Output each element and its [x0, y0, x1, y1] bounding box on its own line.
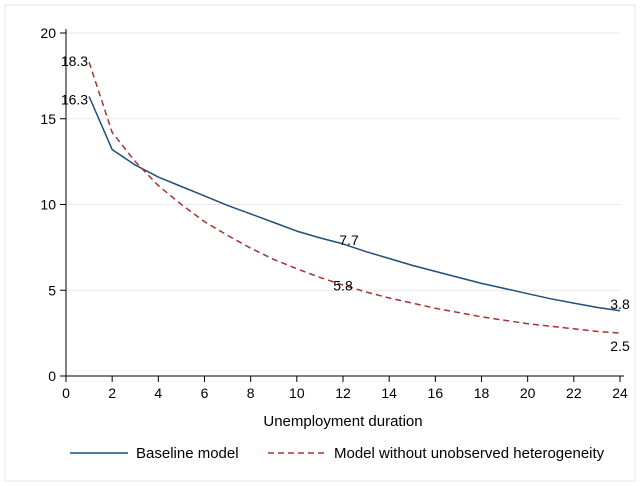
y-tick-label: 10 [40, 197, 56, 213]
series-line-1 [88, 96, 621, 312]
x-tick-label: 14 [381, 385, 397, 401]
x-tick-label: 4 [154, 385, 162, 401]
outer-frame [4, 4, 636, 482]
y-tick-label: 5 [48, 282, 56, 298]
legend: Baseline model Model without unobserved h… [70, 445, 605, 462]
x-tick-label: 6 [201, 385, 209, 401]
data-labels: 18.3 16.3 7.7 5.8 3.8 2.5 [61, 53, 630, 354]
series-group [88, 61, 621, 334]
x-tick-label: 12 [335, 385, 351, 401]
data-label: 7.7 [339, 232, 359, 248]
x-tick-label: 22 [566, 385, 582, 401]
x-tick-label: 16 [428, 385, 444, 401]
x-tick-label: 24 [612, 385, 628, 401]
y-tick-label: 0 [48, 368, 56, 384]
data-label: 2.5 [610, 338, 630, 354]
data-label: 5.8 [333, 278, 353, 294]
x-tick-label: 0 [62, 385, 70, 401]
data-label: 3.8 [610, 296, 630, 312]
x-tick-label: 20 [520, 385, 536, 401]
x-tick-label: 10 [289, 385, 305, 401]
y-tick-label: 20 [40, 25, 56, 41]
legend-label-1: Baseline model [136, 445, 239, 462]
x-axis-title: Unemployment duration [263, 413, 422, 430]
data-label: 18.3 [61, 53, 88, 69]
data-label: 16.3 [61, 91, 88, 107]
x-tick-label: 2 [108, 385, 116, 401]
x-tick-label: 18 [474, 385, 490, 401]
y-tick-label: 15 [40, 111, 56, 127]
legend-label-2: Model without unobserved heterogeneity [334, 445, 605, 462]
x-tick-label: 8 [247, 385, 255, 401]
